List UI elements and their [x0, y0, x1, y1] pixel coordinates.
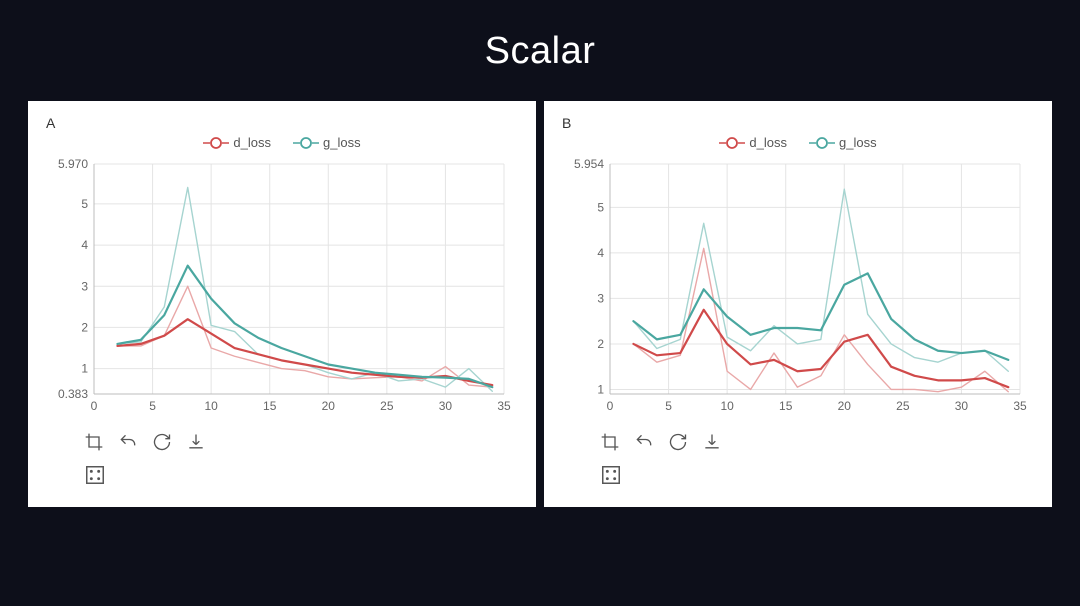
chart-a[interactable]: 0.383 1 2 3 4 5 5.970 0 5 10 15 20 25 30 35	[44, 156, 520, 418]
crop-icon[interactable]	[600, 432, 620, 452]
toolbar-b-row2	[600, 464, 1036, 491]
svg-text:4: 4	[597, 246, 604, 260]
legend-label-gloss: g_loss	[323, 135, 361, 150]
svg-text:30: 30	[955, 399, 969, 413]
fullscreen-icon[interactable]	[84, 473, 106, 490]
legend-item-dloss-b[interactable]: d_loss	[719, 135, 787, 150]
svg-text:1: 1	[597, 382, 604, 396]
panel-label-a: A	[46, 115, 520, 131]
svg-text:3: 3	[81, 279, 88, 293]
crop-icon[interactable]	[84, 432, 104, 452]
svg-text:5: 5	[597, 200, 604, 214]
legend-a: d_loss g_loss	[44, 135, 520, 150]
legend-item-gloss-b[interactable]: g_loss	[809, 135, 877, 150]
svg-text:5: 5	[81, 197, 88, 211]
svg-text:2: 2	[597, 337, 604, 351]
legend-marker-dloss-b-icon	[719, 137, 745, 149]
legend-label-dloss: d_loss	[233, 135, 271, 150]
legend-item-gloss[interactable]: g_loss	[293, 135, 361, 150]
svg-text:0: 0	[607, 399, 614, 413]
toolbar-a-row2	[84, 464, 520, 491]
undo-icon[interactable]	[634, 432, 654, 452]
legend-b: d_loss g_loss	[560, 135, 1036, 150]
svg-text:25: 25	[380, 399, 394, 413]
svg-text:2: 2	[81, 320, 88, 334]
chart-panel-b: B d_loss g_loss 1 2 3 4 5 5.954 0 5 10 15 20 25 30 35	[544, 101, 1052, 507]
svg-text:5: 5	[665, 399, 672, 413]
panel-label-b: B	[562, 115, 1036, 131]
fullscreen-icon[interactable]	[600, 473, 622, 490]
toolbar-b	[600, 432, 1036, 452]
legend-label-dloss-b: d_loss	[749, 135, 787, 150]
svg-text:3: 3	[597, 291, 604, 305]
svg-text:15: 15	[263, 399, 277, 413]
svg-text:35: 35	[497, 399, 511, 413]
svg-text:1: 1	[81, 362, 88, 376]
page-title: Scalar	[0, 0, 1080, 101]
svg-text:0.383: 0.383	[58, 387, 88, 401]
chart-svg-b: 1 2 3 4 5 5.954 0 5 10 15 20 25 30 35	[560, 156, 1032, 418]
refresh-icon[interactable]	[152, 432, 172, 452]
svg-text:25: 25	[896, 399, 910, 413]
svg-text:5.970: 5.970	[58, 157, 88, 171]
panels-container: A d_loss g_loss 0.383123455.970051015202…	[0, 101, 1080, 507]
svg-text:20: 20	[838, 399, 852, 413]
chart-svg-a: 0.383 1 2 3 4 5 5.970 0 5 10 15 20 25 30 35	[44, 156, 516, 418]
svg-text:4: 4	[81, 238, 88, 252]
legend-marker-gloss-icon	[293, 137, 319, 149]
svg-text:15: 15	[779, 399, 793, 413]
svg-text:10: 10	[204, 399, 218, 413]
refresh-icon[interactable]	[668, 432, 688, 452]
undo-icon[interactable]	[118, 432, 138, 452]
legend-label-gloss-b: g_loss	[839, 135, 877, 150]
legend-marker-gloss-b-icon	[809, 137, 835, 149]
svg-text:5.954: 5.954	[574, 157, 604, 171]
download-icon[interactable]	[702, 432, 722, 452]
svg-text:5: 5	[149, 399, 156, 413]
download-icon[interactable]	[186, 432, 206, 452]
svg-text:35: 35	[1013, 399, 1027, 413]
svg-text:0: 0	[91, 399, 98, 413]
chart-b[interactable]: 1 2 3 4 5 5.954 0 5 10 15 20 25 30 35	[560, 156, 1036, 418]
svg-text:10: 10	[720, 399, 734, 413]
legend-marker-dloss-icon	[203, 137, 229, 149]
chart-panel-a: A d_loss g_loss 0.383 1 2 3 4 5 5.970 0 5 10 15 20 2…	[28, 101, 536, 507]
svg-text:20: 20	[322, 399, 336, 413]
toolbar-a	[84, 432, 520, 452]
legend-item-dloss[interactable]: d_loss	[203, 135, 271, 150]
svg-text:30: 30	[439, 399, 453, 413]
